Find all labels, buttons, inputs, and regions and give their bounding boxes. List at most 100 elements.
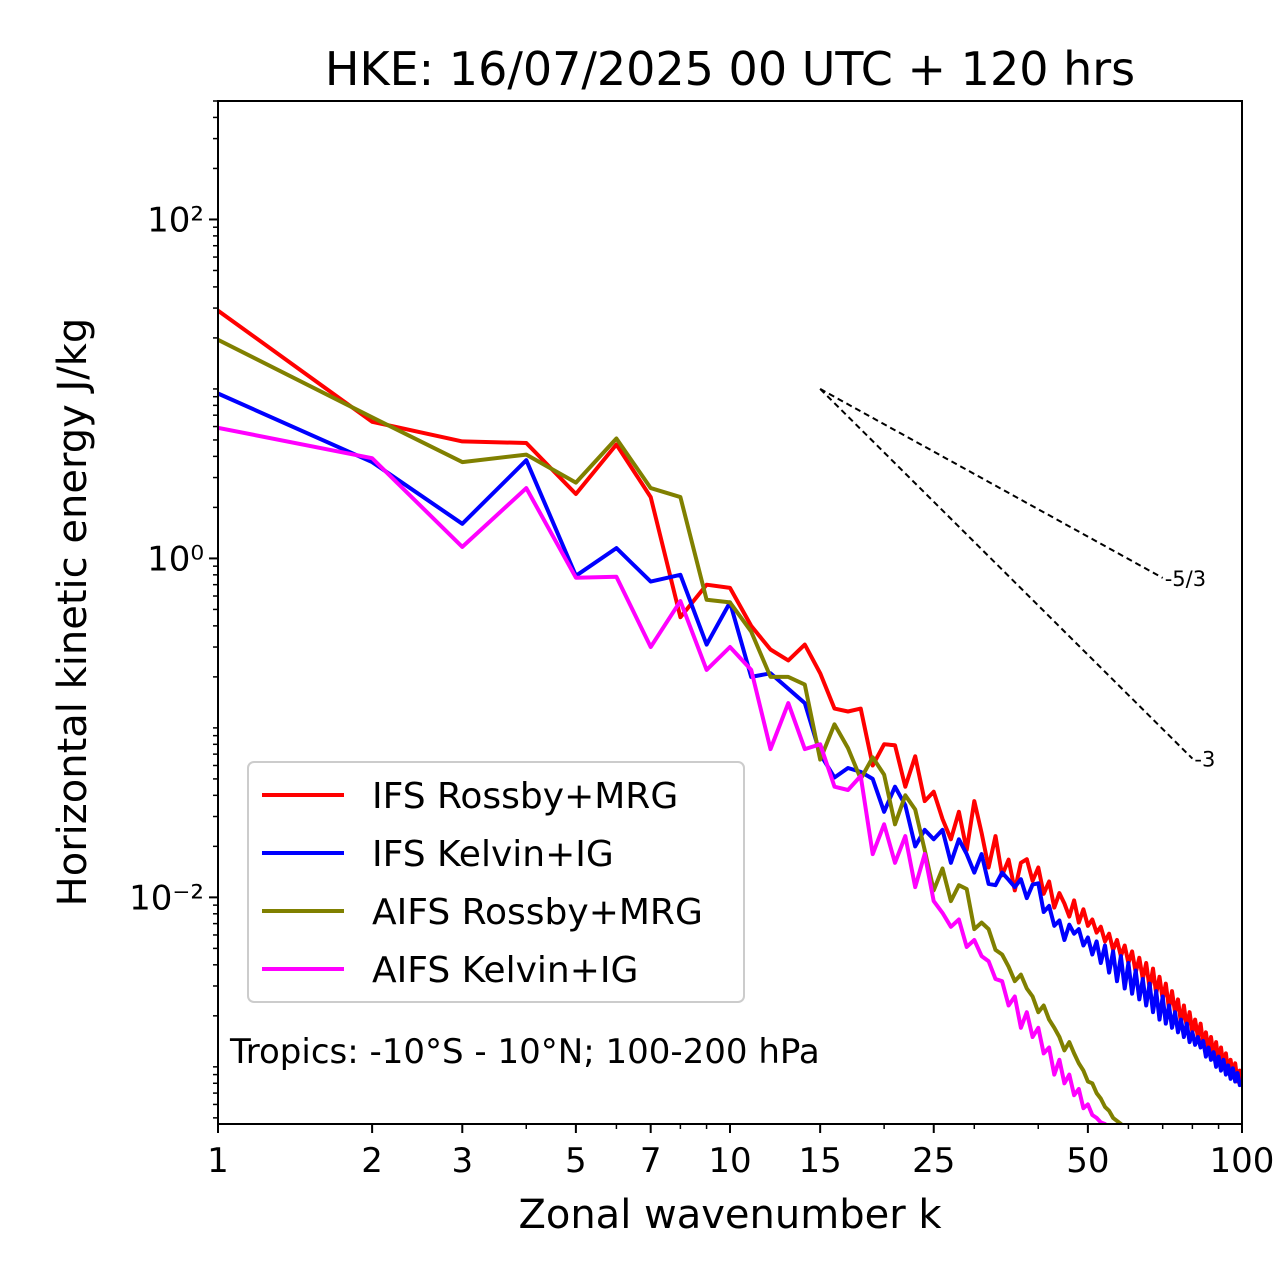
y-tick-label: 10⁻² [129,878,204,918]
data-point-ifs-kelvin-ig [1201,1039,1205,1043]
data-point-ifs-kelvin-ig [1123,987,1127,991]
data-point-aifs-kelvin-ig [893,861,897,865]
data-point-aifs-rossby-mrg [1036,1010,1040,1014]
data-point-aifs-rossby-mrg [871,755,875,759]
data-point-aifs-kelvin-ig [1057,1058,1061,1062]
data-point-ifs-kelvin-ig [1173,1010,1177,1014]
x-tick-label: 1 [207,1141,229,1181]
data-point-ifs-kelvin-ig [1231,1066,1235,1070]
legend-label-ifs-rossby-mrg: IFS Rossby+MRG [372,776,678,817]
legend-label-aifs-kelvin-ig: AIFS Kelvin+IG [372,950,638,991]
data-point-ifs-rossby-mrg [949,837,953,841]
x-tick-label: 10 [708,1141,751,1181]
data-point-ifs-rossby-mrg [1176,997,1180,1001]
data-point-ifs-rossby-mrg [932,790,936,794]
data-point-ifs-rossby-mrg [524,441,528,445]
data-point-aifs-rossby-mrg [972,927,976,931]
data-point-ifs-kelvin-ig [846,766,850,770]
data-point-aifs-kelvin-ig [728,645,732,649]
data-point-aifs-kelvin-ig [460,545,464,549]
data-point-ifs-rossby-mrg [1233,1061,1237,1065]
data-point-ifs-kelvin-ig [1214,1065,1218,1069]
data-point-aifs-kelvin-ig [1119,1131,1123,1135]
data-point-ifs-rossby-mrg [1170,989,1174,993]
data-point-ifs-rossby-mrg [972,799,976,803]
data-point-aifs-rossby-mrg [1000,953,1004,957]
data-point-ifs-kelvin-ig [1229,1077,1233,1081]
data-point-ifs-kelvin-ig [614,546,618,550]
x-tick-label: 50 [1066,1141,1109,1181]
data-point-aifs-kelvin-ig [803,747,807,751]
data-point-ifs-kelvin-ig [1188,1040,1192,1044]
x-tick-label: 5 [565,1141,587,1181]
data-point-ifs-kelvin-ig [705,643,709,647]
data-point-aifs-rossby-mrg [1095,1091,1099,1095]
data-point-aifs-rossby-mrg [1042,1004,1046,1008]
data-point-ifs-kelvin-ig [957,837,961,841]
data-point-ifs-kelvin-ig [1154,989,1158,993]
x-tick-label: 100 [1210,1141,1275,1181]
data-point-ifs-rossby-mrg [1072,898,1076,902]
data-point-ifs-rossby-mrg [1158,975,1162,979]
data-point-aifs-rossby-mrg [846,746,850,750]
data-point-aifs-rossby-mrg [1077,1061,1081,1065]
data-point-ifs-kelvin-ig [1226,1063,1230,1067]
x-tick-label: 15 [799,1141,842,1181]
data-point-aifs-kelvin-ig [965,945,969,949]
data-point-aifs-rossby-mrg [786,675,790,679]
data-point-ifs-kelvin-ig [1099,961,1103,965]
data-point-aifs-rossby-mrg [574,481,578,485]
data-point-ifs-kelvin-ig [1170,1026,1174,1030]
data-point-aifs-kelvin-ig [1086,1102,1090,1106]
data-point-ifs-rossby-mrg [980,831,984,835]
data-point-ifs-rossby-mrg [1193,1018,1197,1022]
data-point-ifs-rossby-mrg [1052,906,1056,910]
data-point-ifs-kelvin-ig [1144,1004,1148,1008]
reference-slope-line [819,388,1164,579]
data-point-aifs-kelvin-ig [818,742,822,746]
series-layer [218,308,1242,1135]
data-point-ifs-rossby-mrg [728,586,732,590]
reference-slopes: -5/3 -3 [819,388,1215,772]
data-point-ifs-kelvin-ig [1224,1073,1228,1077]
data-point-ifs-rossby-mrg [903,785,907,789]
data-point-aifs-kelvin-ig [1025,1010,1029,1014]
data-point-ifs-kelvin-ig [1019,877,1023,881]
data-point-aifs-kelvin-ig [846,788,850,792]
data-point-aifs-kelvin-ig [1042,1051,1046,1055]
series-line-aifs-rossby-mrg [218,338,1124,1124]
data-point-ifs-kelvin-ig [678,573,682,577]
x-tick-label: 25 [912,1141,955,1181]
data-point-ifs-rossby-mrg [1107,932,1111,936]
data-point-ifs-kelvin-ig [1115,979,1119,983]
data-point-ifs-rossby-mrg [1151,967,1155,971]
data-point-ifs-rossby-mrg [786,658,790,662]
data-point-ifs-kelvin-ig [1167,1004,1171,1008]
data-point-ifs-rossby-mrg [1219,1046,1223,1050]
data-point-aifs-rossby-mrg [524,453,528,457]
data-point-aifs-kelvin-ig [1047,1046,1051,1050]
data-point-ifs-rossby-mrg [1047,880,1051,884]
data-point-aifs-rossby-mrg [980,921,984,925]
data-point-ifs-kelvin-ig [1185,1022,1189,1026]
data-point-ifs-kelvin-ig [980,852,984,856]
data-point-aifs-kelvin-ig [833,785,837,789]
data-point-ifs-kelvin-ig [803,701,807,705]
data-point-aifs-kelvin-ig [786,701,790,705]
data-point-ifs-kelvin-ig [1103,944,1107,948]
data-point-ifs-rossby-mrg [1144,961,1148,965]
data-point-ifs-kelvin-ig [1222,1058,1226,1062]
series-line-aifs-kelvin-ig [218,425,1109,1124]
data-point-aifs-rossby-mrg [1103,1105,1107,1109]
data-point-aifs-kelvin-ig [1052,1073,1056,1077]
data-point-aifs-rossby-mrg [1025,987,1029,991]
data-point-ifs-rossby-mrg [833,707,837,711]
reference-slope-label: -5/3 [1165,567,1206,591]
data-point-ifs-kelvin-ig [1199,1046,1203,1050]
data-point-ifs-rossby-mrg [1103,939,1107,943]
data-point-ifs-kelvin-ig [1052,924,1056,928]
data-point-ifs-rossby-mrg [1224,1051,1228,1055]
data-point-ifs-kelvin-ig [893,785,897,789]
reference-slope-label: -3 [1194,748,1215,772]
data-point-ifs-kelvin-ig [524,458,528,462]
